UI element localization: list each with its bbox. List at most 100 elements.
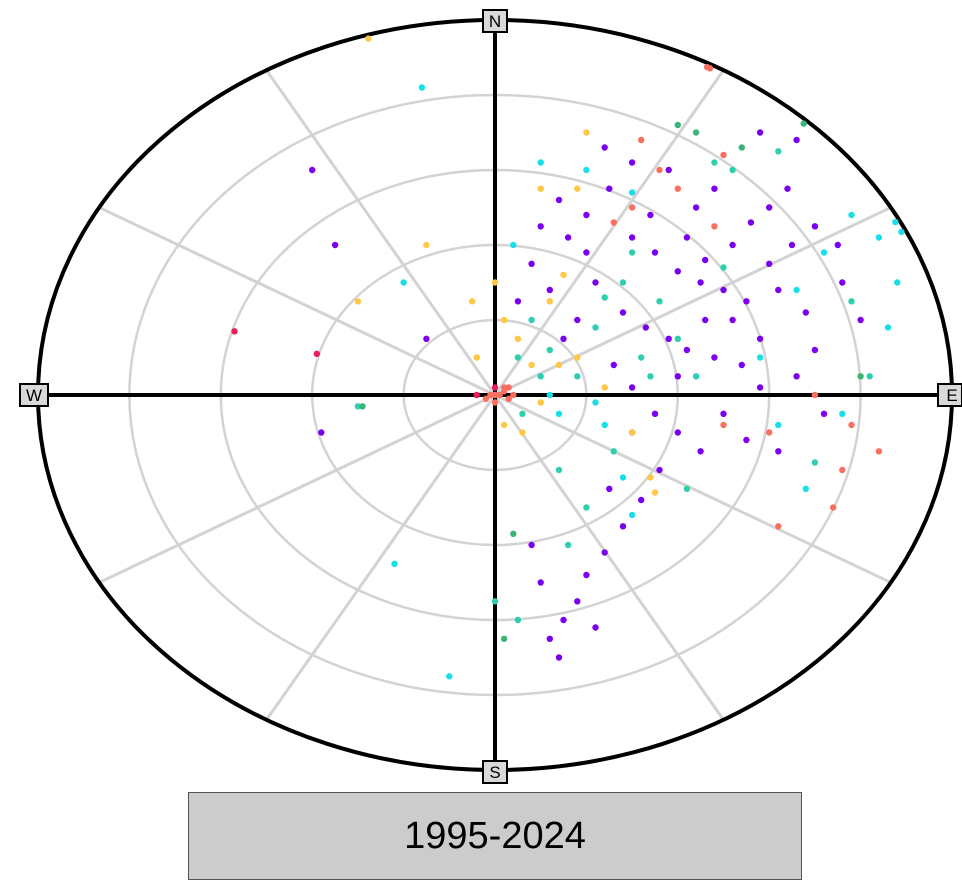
data-point: [638, 496, 645, 504]
data-point: [775, 421, 782, 429]
data-point: [651, 489, 659, 496]
data-point: [784, 185, 791, 192]
data-point: [674, 185, 681, 192]
data-point: [423, 335, 430, 342]
data-point: [628, 384, 636, 391]
data-point: [564, 234, 572, 241]
data-point: [747, 219, 755, 226]
data-point: [743, 436, 750, 444]
data-point: [473, 354, 480, 361]
data-point: [834, 241, 841, 249]
data-point: [702, 316, 709, 324]
data-point: [510, 530, 517, 537]
data-point: [555, 196, 563, 204]
data-point: [866, 373, 873, 380]
data-point: [354, 298, 362, 305]
data-point: [482, 395, 490, 402]
data-point: [793, 286, 800, 294]
data-point: [692, 204, 700, 211]
data-point: [491, 598, 499, 605]
data-point: [537, 373, 544, 380]
data-point: [683, 234, 691, 241]
data-point: [743, 298, 750, 305]
data-point: [857, 373, 864, 380]
data-point: [775, 448, 782, 455]
data-point: [788, 241, 796, 249]
scatter-points: [231, 35, 905, 680]
data-point: [514, 616, 522, 624]
data-point: [510, 241, 517, 249]
data-point: [674, 335, 681, 342]
data-point: [756, 335, 764, 342]
data-point: [574, 598, 581, 605]
data-point: [638, 136, 645, 144]
data-point: [468, 298, 476, 305]
data-point: [683, 346, 691, 354]
data-point: [500, 421, 508, 429]
data-point: [583, 129, 590, 136]
data-point: [647, 474, 654, 481]
angular-spoke: [494, 206, 892, 397]
data-point: [647, 211, 654, 219]
data-point: [884, 324, 892, 331]
data-point: [875, 234, 883, 241]
data-point: [555, 410, 563, 417]
data-point: [839, 410, 846, 417]
data-point: [720, 421, 727, 429]
data-point: [692, 373, 700, 380]
data-point: [610, 361, 617, 369]
data-point: [697, 448, 704, 455]
data-point: [546, 391, 553, 399]
data-point: [628, 204, 636, 211]
data-point: [473, 391, 480, 399]
data-point: [537, 223, 544, 230]
data-point: [628, 234, 636, 241]
data-point: [365, 35, 372, 42]
data-point: [391, 560, 398, 567]
angular-spoke: [265, 394, 497, 721]
data-point: [892, 218, 899, 226]
polar-plot: N S W E: [19, 9, 962, 784]
data-point: [418, 84, 426, 91]
data-point: [592, 324, 599, 331]
data-point: [491, 399, 499, 406]
data-point: [802, 309, 809, 316]
data-point: [610, 448, 617, 455]
data-point: [528, 361, 535, 369]
data-point: [811, 346, 819, 354]
data-point: [519, 429, 526, 436]
data-point: [514, 298, 522, 305]
data-point: [875, 448, 883, 455]
data-point: [711, 159, 718, 166]
data-point: [756, 129, 764, 136]
compass-north: N: [482, 9, 508, 33]
data-point: [318, 429, 325, 436]
data-point: [720, 286, 727, 294]
data-point: [583, 166, 590, 174]
angular-spoke: [493, 69, 725, 396]
data-point: [756, 354, 764, 361]
data-point: [564, 541, 572, 549]
compass-north-label: N: [489, 12, 501, 31]
data-point: [793, 136, 800, 144]
data-point: [400, 279, 407, 286]
data-point: [848, 421, 855, 429]
data-point: [775, 286, 782, 294]
angular-spoke: [493, 394, 725, 721]
data-point: [500, 316, 508, 324]
data-point: [766, 429, 773, 436]
data-point: [500, 384, 508, 391]
data-point: [601, 384, 608, 391]
data-point: [898, 228, 905, 236]
data-point: [583, 211, 590, 219]
data-point: [601, 421, 608, 429]
data-point: [729, 166, 736, 174]
data-point: [537, 399, 544, 406]
data-point: [606, 185, 613, 192]
angular-spoke: [98, 206, 496, 397]
data-point: [720, 410, 727, 417]
angular-spokes: [98, 69, 892, 721]
data-point: [775, 148, 782, 155]
data-point: [619, 474, 627, 481]
data-point: [793, 373, 800, 380]
